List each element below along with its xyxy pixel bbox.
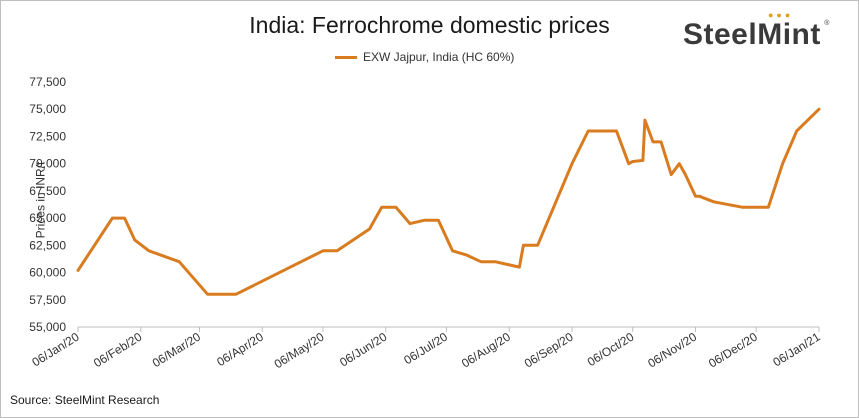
x-tick-label: 06/Oct/20 bbox=[585, 329, 637, 369]
x-tick-label: 06/Sep/20 bbox=[522, 330, 576, 371]
y-tick-label: 65,000 bbox=[29, 211, 66, 225]
y-tick-label: 55,000 bbox=[29, 320, 66, 334]
steelmint-logo: SteelMint ●●● ® bbox=[683, 10, 829, 52]
x-tick-label: 06/Apr/20 bbox=[214, 330, 266, 370]
chart-title: India: Ferrochrome domestic prices bbox=[249, 12, 610, 38]
x-tick-label: 06/Mar/20 bbox=[150, 329, 204, 370]
logo-dots-icon: ●●● bbox=[768, 10, 794, 20]
x-ticks: 06/Jan/20 06/Feb/20 06/Mar/20 06/Apr/20 06/M… bbox=[29, 327, 823, 372]
y-axis-label: Prices in INR/t bbox=[33, 161, 48, 239]
x-tick-label: 06/Jan/21 bbox=[770, 330, 822, 370]
y-tick-label: 67,500 bbox=[29, 184, 66, 198]
y-tick-label: 57,500 bbox=[29, 293, 66, 307]
legend-swatch bbox=[335, 55, 357, 59]
x-tick-label: 06/Jun/20 bbox=[337, 330, 389, 370]
series-layer bbox=[76, 107, 821, 296]
x-tick-label: 06/May/20 bbox=[272, 330, 327, 372]
x-tick-label: 06/Nov/20 bbox=[645, 329, 699, 370]
y-tick-label: 60,000 bbox=[29, 266, 66, 280]
y-tick-label: 77,500 bbox=[29, 75, 66, 89]
legend: EXW Jajpur, India (HC 60%) bbox=[335, 50, 514, 64]
legend-label: EXW Jajpur, India (HC 60%) bbox=[363, 50, 515, 64]
series-line bbox=[76, 107, 821, 296]
x-tick-label: 06/Jul/20 bbox=[401, 329, 450, 367]
logo-text: SteelMint bbox=[683, 18, 821, 51]
x-tick-label: 06/Jan/20 bbox=[29, 330, 81, 370]
y-ticks: 55,000 57,500 60,000 62,500 65,000 67,500 70,0… bbox=[29, 75, 66, 334]
x-tick-label: 06/Feb/20 bbox=[91, 330, 145, 371]
logo-registered-mark: ® bbox=[824, 20, 830, 27]
y-tick-label: 72,500 bbox=[29, 129, 66, 143]
y-tick-label: 75,000 bbox=[29, 102, 66, 116]
source-note: Source: SteelMint Research bbox=[10, 393, 160, 407]
y-tick-label: 62,500 bbox=[29, 238, 66, 252]
x-tick-label: 06/Dec/20 bbox=[706, 329, 760, 370]
y-tick-label: 70,000 bbox=[29, 157, 66, 171]
x-tick-label: 06/Aug/20 bbox=[459, 330, 513, 371]
